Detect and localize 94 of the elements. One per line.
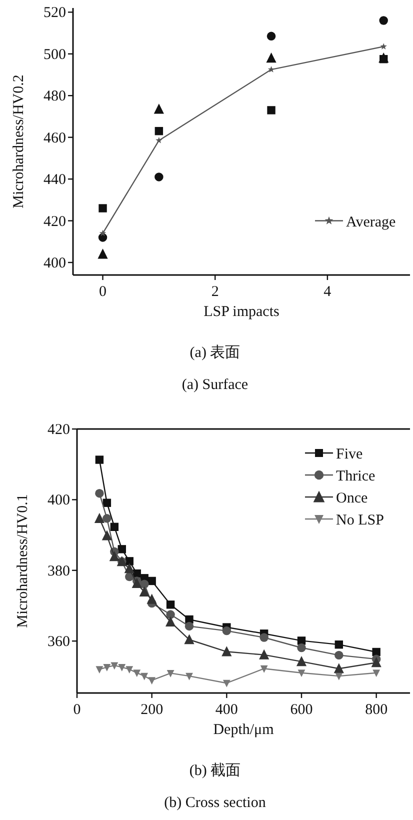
point — [94, 512, 104, 523]
point — [109, 551, 120, 562]
point — [126, 666, 134, 674]
point — [260, 665, 268, 673]
point — [132, 578, 142, 588]
point — [184, 634, 194, 644]
legend-label: Average — [346, 214, 396, 230]
y-tick-label: 480 — [44, 88, 66, 105]
point — [372, 648, 380, 656]
text: (b) Cross section — [164, 795, 266, 811]
point — [371, 657, 382, 668]
point — [146, 594, 157, 604]
point — [99, 230, 106, 236]
point — [154, 126, 164, 136]
point — [184, 622, 194, 631]
point — [378, 52, 389, 63]
text: (a) 表面 — [190, 344, 240, 361]
point — [154, 104, 164, 114]
y-tick-label: 360 — [48, 634, 70, 650]
x-tick-label: 4 — [324, 284, 332, 300]
point — [102, 514, 112, 523]
y-tick-label: 440 — [44, 172, 66, 188]
point — [110, 522, 119, 531]
x-tick-label: 600 — [290, 702, 313, 718]
text: (a) Surface — [182, 377, 248, 393]
point — [118, 664, 126, 672]
point — [334, 640, 344, 649]
point — [139, 586, 150, 596]
point — [148, 576, 156, 586]
point — [186, 672, 193, 680]
x-tick-label: 800 — [365, 702, 388, 718]
point — [266, 52, 276, 63]
y-tick-label: 460 — [44, 130, 66, 146]
y-tick-label: 400 — [48, 492, 70, 509]
point — [298, 670, 306, 678]
point — [166, 600, 175, 609]
point — [166, 670, 174, 678]
y-tick-label: 420 — [44, 214, 66, 230]
point — [110, 662, 118, 670]
point — [95, 456, 104, 464]
point — [297, 643, 306, 652]
point — [334, 663, 344, 674]
x-tick-label: 0 — [73, 702, 81, 718]
legend-label: Once — [336, 490, 368, 506]
point — [98, 248, 108, 259]
point — [133, 670, 141, 678]
point — [154, 172, 164, 182]
point — [140, 672, 148, 680]
point — [379, 16, 388, 25]
y-tick-label: 400 — [44, 255, 66, 272]
point — [222, 680, 230, 688]
point — [125, 557, 134, 566]
point — [140, 580, 149, 589]
legend-label: Five — [336, 446, 364, 462]
point — [296, 656, 307, 666]
point — [166, 610, 175, 619]
point — [267, 106, 276, 114]
point — [95, 488, 104, 498]
x-tick-label: 200 — [140, 702, 164, 718]
point — [98, 204, 107, 212]
point — [259, 649, 270, 660]
point — [156, 136, 162, 144]
point — [118, 545, 126, 554]
point — [335, 672, 343, 680]
point — [148, 677, 156, 684]
y-tick-label: 520 — [44, 5, 66, 22]
point — [165, 616, 176, 627]
point — [222, 626, 232, 636]
x-axis-title: Depth/μm — [213, 722, 274, 738]
point — [96, 666, 104, 674]
point — [124, 563, 134, 574]
x-tick-label: 2 — [211, 284, 219, 300]
y-tick-label: 420 — [48, 422, 70, 438]
y-axis-title: Microhardness/HV0.1 — [15, 494, 31, 628]
point — [372, 670, 380, 678]
point — [102, 498, 112, 507]
point — [266, 32, 276, 41]
text: (b) 截面 — [189, 762, 241, 779]
point — [334, 650, 344, 660]
point — [102, 530, 112, 540]
point — [103, 664, 111, 672]
point — [222, 646, 232, 656]
point — [260, 633, 268, 642]
legend: Average — [315, 214, 396, 230]
x-tick-label: 400 — [215, 702, 238, 718]
legend-label: Thrice — [336, 468, 376, 484]
y-tick-label: 380 — [48, 563, 70, 580]
point — [380, 43, 387, 50]
x-tick-label: 0 — [99, 284, 107, 300]
y-axis-title: Microhardness/HV0.2 — [11, 74, 27, 208]
y-tick-label: 500 — [44, 46, 66, 63]
point — [268, 66, 275, 72]
legend-label: No LSP — [336, 512, 384, 528]
x-axis-title: LSP impacts — [204, 304, 280, 320]
